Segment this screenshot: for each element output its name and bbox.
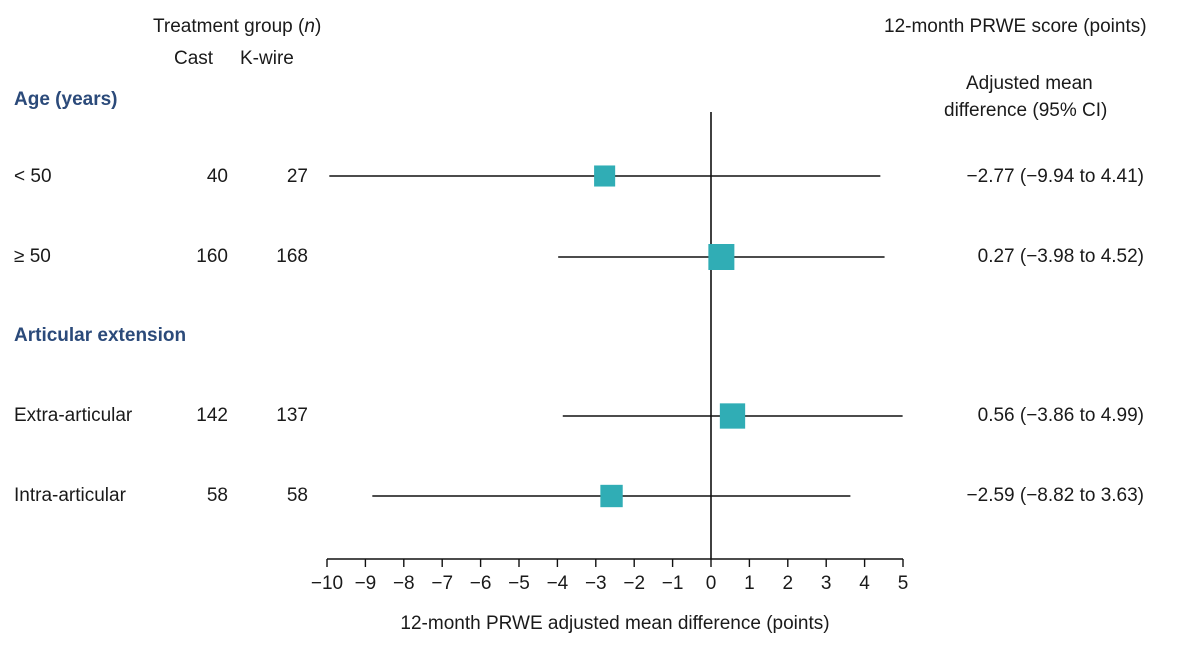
row-ci-text: −2.77 (−9.94 to 4.41): [966, 166, 1144, 187]
x-tick-label: −7: [431, 573, 453, 594]
section-heading-articular: Articular extension: [14, 325, 187, 346]
x-tick-label: −2: [623, 573, 645, 594]
x-tick-label: −1: [662, 573, 684, 594]
treatment-group-label: Treatment group (: [153, 16, 305, 37]
x-tick-label: −10: [311, 573, 343, 594]
x-tick-label: 1: [744, 573, 755, 594]
effect-header-line1: Adjusted mean: [966, 73, 1093, 94]
row-cast-n: 142: [196, 405, 228, 426]
row-cast-n: 40: [206, 166, 228, 187]
x-tick-label: −4: [547, 573, 569, 594]
row-ci-text: 0.56 (−3.86 to 4.99): [977, 405, 1144, 426]
score-title: 12-month PRWE score (points): [884, 16, 1147, 37]
x-axis-title: 12-month PRWE adjusted mean difference (…: [400, 613, 830, 634]
row-label: < 50: [14, 166, 52, 187]
x-tick-label: 4: [859, 573, 870, 594]
kwire-column-header: K-wire: [240, 48, 294, 69]
effect-header-line2: difference (95% CI): [944, 100, 1108, 121]
x-tick-label: −9: [355, 573, 377, 594]
x-tick-label: 5: [898, 573, 909, 594]
row-cast-n: 160: [196, 246, 228, 267]
row-label: ≥ 50: [14, 246, 51, 267]
x-tick-label: −8: [393, 573, 415, 594]
cast-column-header: Cast: [174, 48, 214, 69]
row-label: Extra-articular: [14, 405, 133, 426]
row-ci-text: 0.27 (−3.98 to 4.52): [977, 246, 1144, 267]
row-kwire-n: 27: [286, 166, 308, 187]
treatment-group-suffix: ): [314, 16, 322, 37]
treatment-group-header: Treatment group (n): [153, 16, 321, 38]
point-estimate-marker: [600, 484, 623, 508]
x-tick-label: 2: [783, 573, 794, 594]
x-tick-label: 3: [821, 573, 832, 594]
point-estimate-marker: [594, 165, 616, 187]
x-tick-label: −6: [470, 573, 492, 594]
section-heading-age: Age (years): [14, 89, 118, 110]
x-tick-label: 0: [706, 573, 717, 594]
row-ci-text: −2.59 (−8.82 to 3.63): [966, 485, 1144, 506]
point-estimate-marker: [719, 403, 746, 429]
x-tick-label: −5: [508, 573, 530, 594]
treatment-group-n: n: [304, 16, 315, 37]
x-tick-label: −3: [585, 573, 607, 594]
row-kwire-n: 137: [276, 405, 308, 426]
row-kwire-n: 58: [286, 485, 308, 506]
row-kwire-n: 168: [276, 246, 308, 267]
row-label: Intra-articular: [14, 485, 126, 506]
row-cast-n: 58: [206, 485, 228, 506]
point-estimate-marker: [708, 244, 735, 270]
